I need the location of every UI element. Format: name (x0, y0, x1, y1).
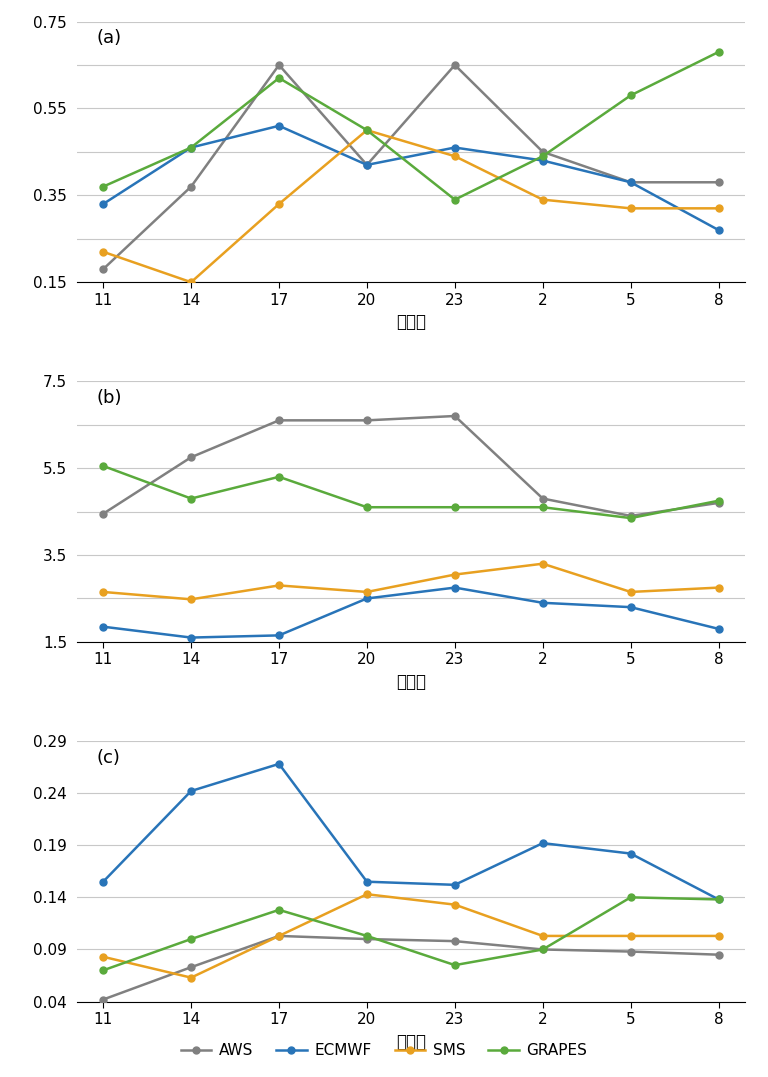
X-axis label: 北京时: 北京时 (396, 1033, 426, 1050)
Text: (b): (b) (97, 389, 122, 407)
X-axis label: 北京时: 北京时 (396, 313, 426, 331)
X-axis label: 北京时: 北京时 (396, 673, 426, 690)
Text: (a): (a) (97, 29, 122, 47)
Legend: AWS, ECMWF, SMS, GRAPES: AWS, ECMWF, SMS, GRAPES (174, 1037, 594, 1064)
Text: (c): (c) (97, 749, 121, 767)
